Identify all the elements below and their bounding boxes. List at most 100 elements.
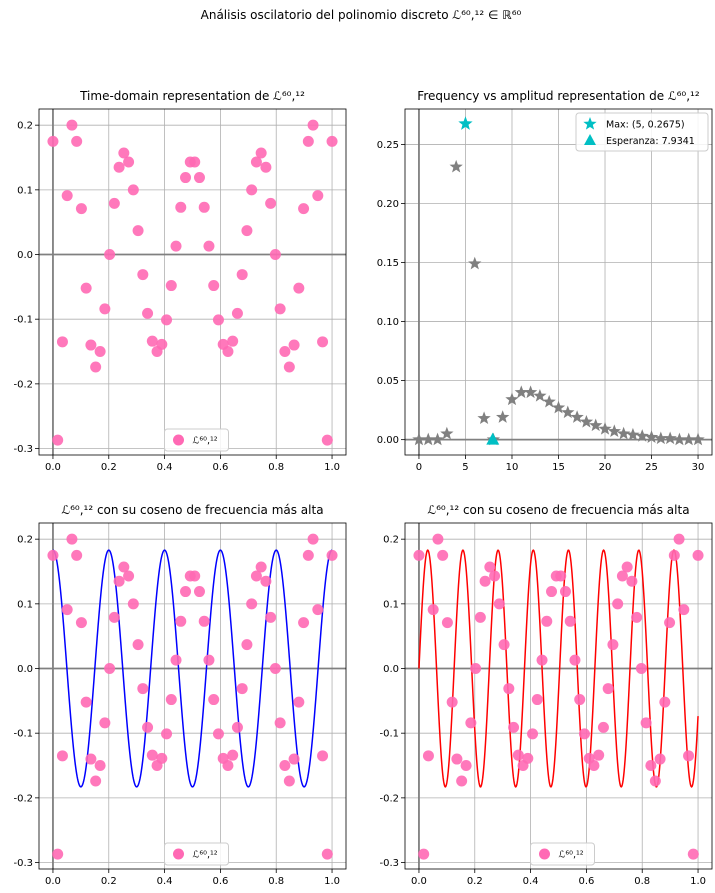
amplitude-star [607,424,621,438]
panel-title: ℒ⁶⁰,¹² con su coseno de frecuencia más a… [61,503,323,517]
data-point [75,617,87,629]
x-tick-label: 1.0 [324,876,340,887]
data-point [161,728,173,740]
legend-marker [173,434,184,446]
legend-max-label: Max: (5, 0.2675) [606,120,685,131]
data-point [146,749,158,761]
data-point [602,683,614,695]
data-point [293,696,305,708]
data-point [274,303,286,315]
amplitude-star [691,432,705,446]
amplitude-star [542,394,556,408]
data-point [212,728,224,740]
amplitude-star [449,159,463,173]
y-tick-label: 0.1 [17,185,33,196]
y-tick-label: -0.3 [13,444,33,455]
data-point [607,639,619,651]
data-point [527,728,539,740]
amplitude-star [412,432,426,446]
data-point [531,694,543,706]
data-point [317,336,329,348]
data-point [612,598,624,610]
data-point [137,683,149,695]
amplitude-star [468,256,482,270]
x-tick-label: 0.8 [268,876,284,887]
x-tick-label: 1.0 [690,876,706,887]
x-tick-label: 0 [416,462,422,473]
data-point [597,721,609,733]
data-point [198,615,210,627]
x-tick-label: 0.8 [268,462,284,473]
data-point [231,307,243,319]
data-point [432,533,444,545]
data-point [326,549,338,561]
data-point [208,280,220,292]
data-point [479,575,491,587]
data-point [559,586,571,598]
data-point [170,654,182,666]
data-point [269,249,281,261]
panel-cos-expect: ℒ⁶⁰,¹² con su coseno de frecuencia más a… [379,503,713,887]
data-point [137,269,149,281]
data-point [536,654,548,666]
data-point [222,760,234,772]
data-point [279,760,291,772]
data-point [161,314,173,326]
data-point [246,598,258,610]
data-point [265,611,277,623]
data-point [635,663,647,675]
data-point [250,570,262,582]
data-point [578,728,590,740]
data-point [446,696,458,708]
data-point [555,570,567,582]
data-point [269,663,281,675]
data-point [649,775,661,787]
data-point [146,335,158,347]
data-point [61,604,73,616]
legend-box [164,842,229,866]
data-point [255,561,267,573]
data-point [460,760,472,772]
data-point [123,570,135,582]
data-point [274,717,286,729]
data-point [456,775,468,787]
data-point [241,225,253,237]
y-tick-label: 0.2 [383,535,399,546]
data-point [574,694,586,706]
data-point [80,696,92,708]
data-point [90,361,102,373]
data-point [108,611,120,623]
x-tick-label: 0.4 [157,876,173,887]
legend-box [164,428,229,452]
amplitude-star [421,432,435,446]
data-point [283,361,295,373]
amplitude-star [644,430,659,443]
data-point [90,775,102,787]
data-point [189,156,201,168]
y-tick-label: -0.1 [13,315,33,326]
data-point [569,654,581,666]
data-point [260,575,272,587]
data-point [193,172,205,184]
data-point [156,752,168,764]
data-point [631,611,643,623]
data-point [484,561,496,573]
data-point [175,201,187,213]
data-point [127,598,139,610]
data-point [66,119,78,131]
data-point [541,615,553,627]
data-point [113,575,125,587]
data-point [683,750,695,762]
data-point [193,586,205,598]
data-point [212,314,224,326]
x-tick-label: 0.6 [212,876,228,887]
x-tick-label: 0.2 [101,876,117,887]
data-point [321,434,333,446]
data-point [85,753,97,765]
data-point [498,639,510,651]
data-point [317,750,329,762]
data-point [142,307,154,319]
data-point [265,197,277,209]
y-tick-label: 0.1 [17,599,33,610]
